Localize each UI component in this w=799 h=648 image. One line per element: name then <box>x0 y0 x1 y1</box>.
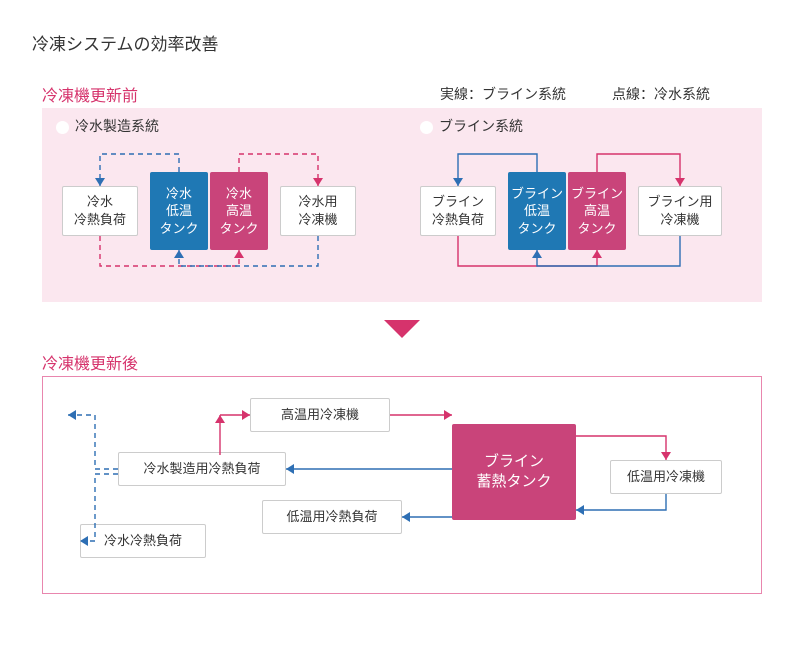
before-node-b7: ブライン 高温 タンク <box>568 172 626 250</box>
before-node-b3: 冷水 高温 タンク <box>210 172 268 250</box>
after-node-a_hi: 高温用冷凍機 <box>250 398 390 432</box>
before-node-b5: ブライン 冷熱負荷 <box>420 186 496 236</box>
bullet-icon <box>56 121 69 134</box>
before-sub-cold-text: 冷水製造系統 <box>75 118 159 134</box>
before-node-b4: 冷水用 冷凍機 <box>280 186 356 236</box>
before-sub-cold: 冷水製造系統 <box>56 116 159 136</box>
before-node-b8: ブライン用 冷凍機 <box>638 186 722 236</box>
before-sub-brine: ブライン系統 <box>420 116 523 136</box>
before-sub-brine-text: ブライン系統 <box>439 118 523 134</box>
page-title: 冷凍システムの効率改善 <box>32 30 219 55</box>
after-node-a_coldmake: 冷水製造用冷熱負荷 <box>118 452 286 486</box>
bullet-icon <box>420 121 433 134</box>
legend-solid: 実線：ブライン系統 <box>440 84 566 104</box>
legend-dashed: 点線：冷水系統 <box>612 84 710 104</box>
after-node-a_tank: ブライン 蓄熱タンク <box>452 424 576 520</box>
after-node-a_lo: 低温用冷凍機 <box>610 460 722 494</box>
after-node-a_coldload: 冷水冷熱負荷 <box>80 524 206 558</box>
before-label: 冷凍機更新前 <box>42 82 138 106</box>
before-node-b6: ブライン 低温 タンク <box>508 172 566 250</box>
after-label: 冷凍機更新後 <box>42 350 138 374</box>
before-node-b1: 冷水 冷熱負荷 <box>62 186 138 236</box>
after-node-a_lowload: 低温用冷熱負荷 <box>262 500 402 534</box>
before-node-b2: 冷水 低温 タンク <box>150 172 208 250</box>
